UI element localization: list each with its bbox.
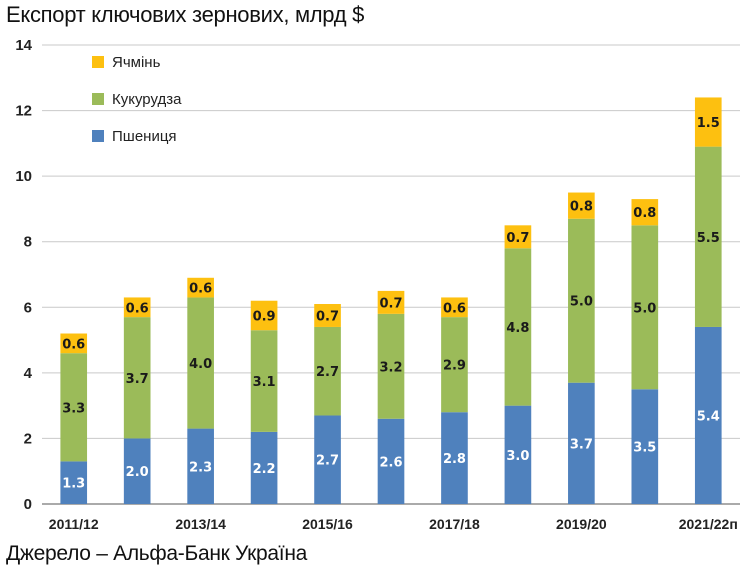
y-tick-label: 2 [24, 430, 32, 447]
data-label: 5.0 [570, 295, 593, 310]
data-label: 0.6 [62, 337, 85, 352]
bar-segment [377, 290, 405, 314]
data-labels: 1.3 3.3 0.6 2.0 3.7 0.6 2.3 4.0 0.6 2.2 3.1 0.9 2.7 2… [62, 116, 720, 492]
x-tick-label: 2017/18 [429, 516, 480, 532]
bar-segment [631, 225, 659, 390]
bar-segment [314, 415, 341, 504]
data-label: 3.3 [62, 401, 85, 416]
data-label: 5.5 [697, 231, 720, 246]
bar-segment [504, 248, 532, 406]
legend-swatch [92, 93, 104, 105]
y-tick-label: 6 [24, 299, 32, 316]
data-label: 1.5 [697, 116, 720, 131]
legend-label: Ячмінь [112, 54, 161, 71]
bar-segment [504, 225, 532, 249]
data-label: 2.7 [316, 454, 339, 469]
data-label: 2.6 [379, 455, 402, 470]
data-label: 0.9 [253, 309, 276, 324]
bar-segment [123, 297, 151, 318]
data-label: 2.8 [443, 452, 466, 467]
bar-segment [568, 382, 595, 504]
data-label: 0.6 [189, 282, 212, 297]
x-axis: 2011/12 2013/14 2015/16 2017/18 2019/20 2021/… [49, 516, 738, 532]
bar-segment [60, 461, 88, 504]
bar-segment [60, 333, 88, 354]
data-label: 5.4 [697, 409, 720, 424]
y-axis: 0 2 4 6 8 10 12 14 [15, 37, 32, 513]
bar-segment [187, 297, 214, 429]
source-note: Джерело – Альфа-Банк Україна [6, 542, 308, 565]
data-label: 2.3 [189, 460, 212, 475]
bar-segment [694, 146, 722, 327]
bar-segment [377, 313, 405, 419]
bar-segment [187, 428, 214, 504]
data-label: 0.8 [633, 206, 656, 221]
y-tick-label: 10 [15, 168, 32, 185]
bar-segment [123, 438, 151, 504]
legend-label: Пшениця [112, 128, 177, 145]
bar-segment [187, 277, 214, 298]
data-label: 4.8 [506, 321, 529, 336]
y-tick-label: 4 [24, 365, 33, 382]
bar-segment [441, 317, 468, 413]
x-tick-label: 2019/20 [556, 516, 607, 532]
bar-segment [441, 412, 468, 504]
legend-swatch [92, 56, 104, 68]
data-label: 2.2 [253, 462, 276, 477]
bar-segment [250, 300, 278, 331]
y-tick-label: 8 [24, 234, 32, 251]
data-label: 1.3 [62, 477, 85, 492]
data-label: 3.2 [379, 360, 402, 375]
data-label: 0.6 [443, 301, 466, 316]
bar-segment [250, 431, 278, 504]
data-label: 3.7 [570, 437, 593, 452]
bar-segment [314, 326, 341, 416]
data-label: 2.7 [316, 365, 339, 380]
data-label: 0.7 [316, 309, 339, 324]
data-label: 0.6 [126, 301, 149, 316]
bar-segment [314, 304, 341, 327]
bar-segment [123, 317, 151, 439]
data-label: 3.0 [506, 449, 529, 464]
x-tick-label: 2015/16 [302, 516, 353, 532]
data-label: 3.7 [126, 372, 149, 387]
data-label: 3.5 [633, 441, 656, 456]
data-label: 0.7 [506, 231, 529, 246]
bar-segment [441, 297, 468, 318]
x-tick-label: 2013/14 [175, 516, 226, 532]
bar-segment [377, 418, 405, 504]
data-label: 3.1 [253, 375, 276, 390]
bar-segment [250, 330, 278, 432]
data-label: 2.9 [443, 359, 466, 374]
data-label: 2.0 [126, 465, 149, 480]
legend: Ячмінь Кукурудза Пшениця [92, 54, 182, 145]
data-label: 5.0 [633, 301, 656, 316]
legend-swatch [92, 130, 104, 142]
y-tick-label: 0 [24, 496, 32, 513]
bar-segment [568, 218, 595, 383]
bar-segment [60, 353, 88, 462]
bar-segment [631, 389, 659, 504]
bar-segment [568, 192, 595, 219]
data-label: 4.0 [189, 357, 212, 372]
data-label: 0.7 [379, 296, 402, 311]
legend-label: Кукурудза [112, 91, 182, 108]
bar-segment [694, 326, 722, 504]
data-label: 0.8 [570, 200, 593, 215]
bar-segment [694, 97, 722, 147]
chart-title: Експорт ключових зернових, млрд $ [6, 2, 365, 27]
x-tick-label: 2021/22п [679, 516, 738, 532]
bar-series [60, 97, 722, 504]
y-tick-label: 12 [15, 103, 32, 120]
y-tick-label: 14 [15, 37, 32, 54]
x-tick-label: 2011/12 [49, 516, 99, 532]
bar-segment [504, 405, 532, 504]
bar-segment [631, 199, 659, 226]
